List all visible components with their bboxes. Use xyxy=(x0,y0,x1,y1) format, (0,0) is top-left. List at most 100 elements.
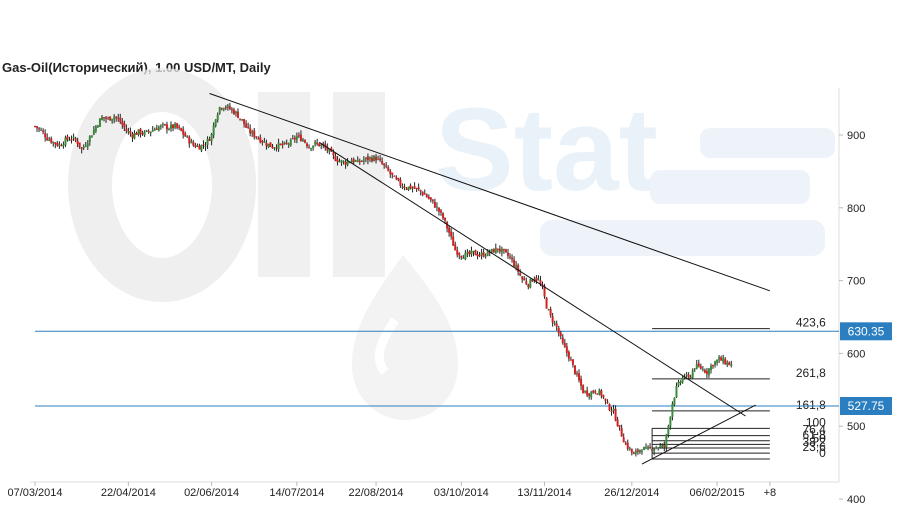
candle xyxy=(640,448,643,455)
candle xyxy=(214,119,217,128)
candle xyxy=(48,136,51,142)
candle xyxy=(638,449,641,455)
candle xyxy=(600,389,603,399)
candle xyxy=(281,140,284,149)
fib-level-label: 50 xyxy=(812,431,826,445)
candle xyxy=(222,107,225,112)
candle xyxy=(306,142,309,149)
candle xyxy=(377,155,380,161)
candle xyxy=(484,253,487,259)
candle xyxy=(157,125,160,132)
candle xyxy=(681,376,684,384)
candle xyxy=(557,325,560,337)
candle xyxy=(224,105,227,111)
candle xyxy=(525,277,528,286)
candle xyxy=(726,360,729,368)
candle xyxy=(584,390,587,394)
candle xyxy=(279,143,282,146)
candle xyxy=(76,137,79,148)
candle xyxy=(620,424,623,437)
candle xyxy=(314,139,317,147)
candle xyxy=(251,129,254,137)
candle xyxy=(364,157,367,163)
candle xyxy=(446,220,449,233)
x-tick-label: 13/11/2014 xyxy=(517,487,571,499)
candle xyxy=(139,127,142,138)
candle xyxy=(464,249,467,261)
candle xyxy=(567,350,570,362)
candle xyxy=(90,135,93,138)
y-tick-label: 400 xyxy=(847,494,865,506)
candle xyxy=(202,140,205,149)
candle xyxy=(352,157,355,165)
candle xyxy=(245,120,248,129)
candle xyxy=(391,172,394,179)
candle xyxy=(50,136,53,144)
candle xyxy=(117,113,120,122)
candle xyxy=(316,138,319,146)
candle xyxy=(46,133,49,141)
candle xyxy=(529,278,532,289)
candle xyxy=(667,424,670,438)
x-axis: 07/03/2014 22/04/2014 02/06/2014 14/07/2014… xyxy=(7,482,776,499)
candle xyxy=(405,187,408,191)
x-tick-label: 22/08/2014 xyxy=(349,487,404,499)
candle xyxy=(336,156,339,166)
candle xyxy=(592,389,595,394)
candle xyxy=(606,399,609,404)
candle xyxy=(297,132,300,139)
candle xyxy=(115,116,118,122)
candle xyxy=(291,134,294,140)
candle xyxy=(167,127,170,131)
candle xyxy=(494,243,497,254)
candle xyxy=(375,153,378,164)
candle xyxy=(196,143,199,148)
candle xyxy=(697,359,700,368)
candle xyxy=(565,343,568,357)
candle xyxy=(647,445,650,451)
candle xyxy=(417,183,420,191)
candle xyxy=(310,147,313,152)
candle xyxy=(241,119,244,122)
candle xyxy=(163,123,166,126)
candle xyxy=(578,369,581,383)
candle xyxy=(433,198,436,208)
candle xyxy=(689,374,692,380)
candle xyxy=(630,448,633,456)
candle xyxy=(373,154,376,162)
y-tick-label: 600 xyxy=(847,348,865,360)
candle xyxy=(210,132,213,146)
candle xyxy=(655,445,658,450)
candle xyxy=(194,142,197,149)
candle xyxy=(628,446,631,451)
candle xyxy=(409,183,412,190)
candle xyxy=(571,359,574,368)
candle xyxy=(590,390,593,400)
candle xyxy=(703,368,706,374)
candle xyxy=(563,338,566,348)
fib-level-label: 23,6 xyxy=(802,440,826,454)
candle xyxy=(649,443,652,450)
candle xyxy=(419,189,422,196)
candle xyxy=(663,441,666,452)
candle xyxy=(722,354,725,365)
candle xyxy=(38,127,41,133)
candle xyxy=(96,124,99,129)
candle xyxy=(82,144,85,151)
candle xyxy=(44,129,47,142)
candle xyxy=(632,451,635,455)
candle xyxy=(107,116,110,120)
candle xyxy=(458,252,461,260)
candle xyxy=(253,128,256,140)
candle xyxy=(192,140,195,147)
candle xyxy=(435,202,438,212)
candle xyxy=(127,127,130,135)
candle xyxy=(634,448,637,457)
candle xyxy=(109,116,112,121)
candle xyxy=(728,361,731,366)
candle xyxy=(701,366,704,372)
candle xyxy=(249,124,252,137)
y-axis: 400 500 600 700 800 900 xyxy=(839,130,865,506)
